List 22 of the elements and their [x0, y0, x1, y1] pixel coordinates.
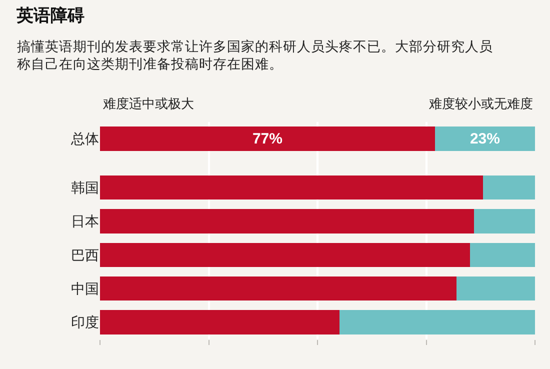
bar	[100, 209, 474, 234]
data-label: 77%	[252, 130, 282, 148]
y-tick-label: 总体	[70, 130, 99, 147]
bar	[100, 175, 483, 200]
bar	[474, 209, 535, 234]
bar	[456, 276, 535, 301]
bar	[470, 242, 535, 267]
series-label: 难度较小或无难度	[428, 96, 533, 111]
chart-subtitle: 搞懂英语期刊的发表要求常让许多国家的科研人员头疼不已。大部分研究人员称自己在向这类期刊准备投稿时存在困难。	[17, 39, 493, 72]
y-tick-label: 印度	[71, 314, 99, 330]
y-tick-label: 中国	[71, 280, 99, 296]
data-label: 23%	[470, 130, 500, 148]
bar	[482, 175, 535, 200]
bar	[339, 310, 535, 334]
y-tick-label: 巴西	[71, 246, 99, 263]
y-tick-label: 韩国	[71, 180, 99, 196]
series-label: 难度适中或极大	[102, 96, 194, 111]
bar	[100, 276, 457, 301]
bar	[100, 242, 470, 267]
bar	[100, 310, 340, 334]
chart-title: 英语障碍	[16, 6, 84, 26]
y-tick-label: 日本	[71, 213, 99, 230]
